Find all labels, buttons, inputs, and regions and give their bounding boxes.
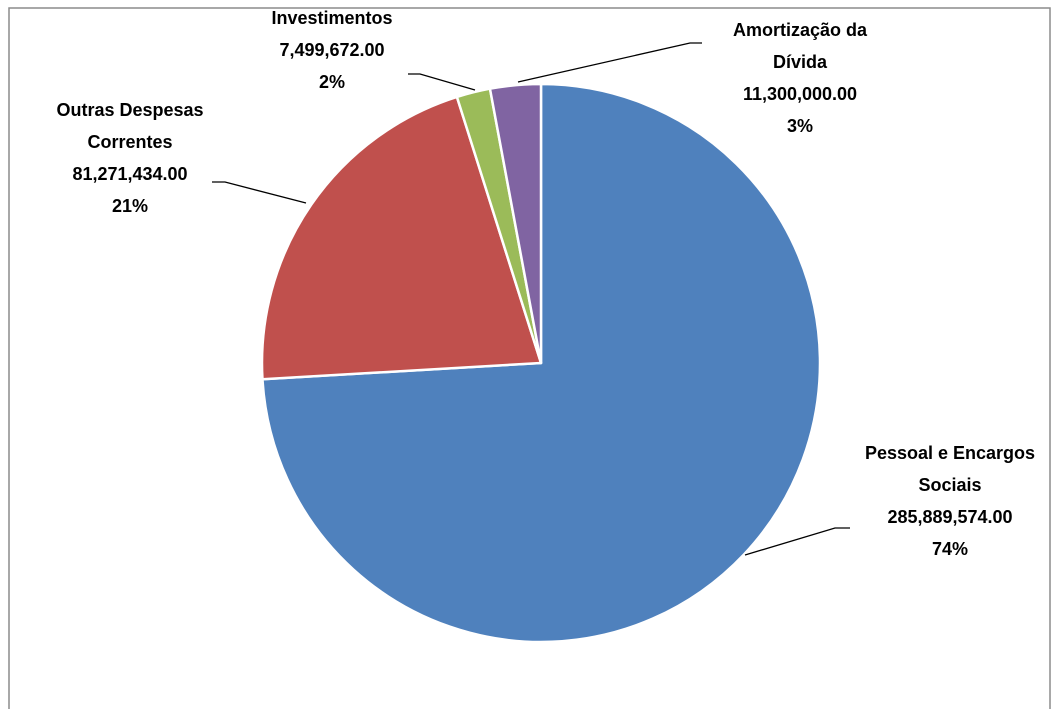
leader-line <box>212 181 307 204</box>
label-percent: 21% <box>111 196 149 216</box>
label-name: Amortização da Dívida <box>732 20 868 72</box>
label-percent: 3% <box>786 116 813 136</box>
label-percent: 2% <box>318 72 345 92</box>
data-label: Outras Despesas Correntes 81,271,434.00 … <box>40 94 220 222</box>
leader-line <box>408 73 476 91</box>
pie-slice <box>260 95 543 381</box>
pie-slice <box>488 82 543 365</box>
label-value: 7,499,672.00 <box>279 40 385 60</box>
label-name: Outras Despesas Correntes <box>56 100 204 152</box>
label-value: 11,300,000.00 <box>742 84 858 104</box>
label-value: 81,271,434.00 <box>72 164 188 184</box>
data-label: Investimentos 7,499,672.00 2% <box>242 2 422 98</box>
leader-line <box>744 527 850 556</box>
leader-lines <box>212 42 850 556</box>
label-value: 285,889,574.00 <box>887 507 1013 527</box>
label-name: Pessoal e Encargos Sociais <box>864 443 1036 495</box>
pie <box>260 82 822 644</box>
data-label: Pessoal e Encargos Sociais 285,889,574.0… <box>855 437 1045 565</box>
label-name: Investimentos <box>271 8 393 28</box>
leader-line <box>517 42 702 83</box>
data-label: Amortização da Dívida 11,300,000.00 3% <box>705 14 895 142</box>
label-percent: 74% <box>931 539 969 559</box>
